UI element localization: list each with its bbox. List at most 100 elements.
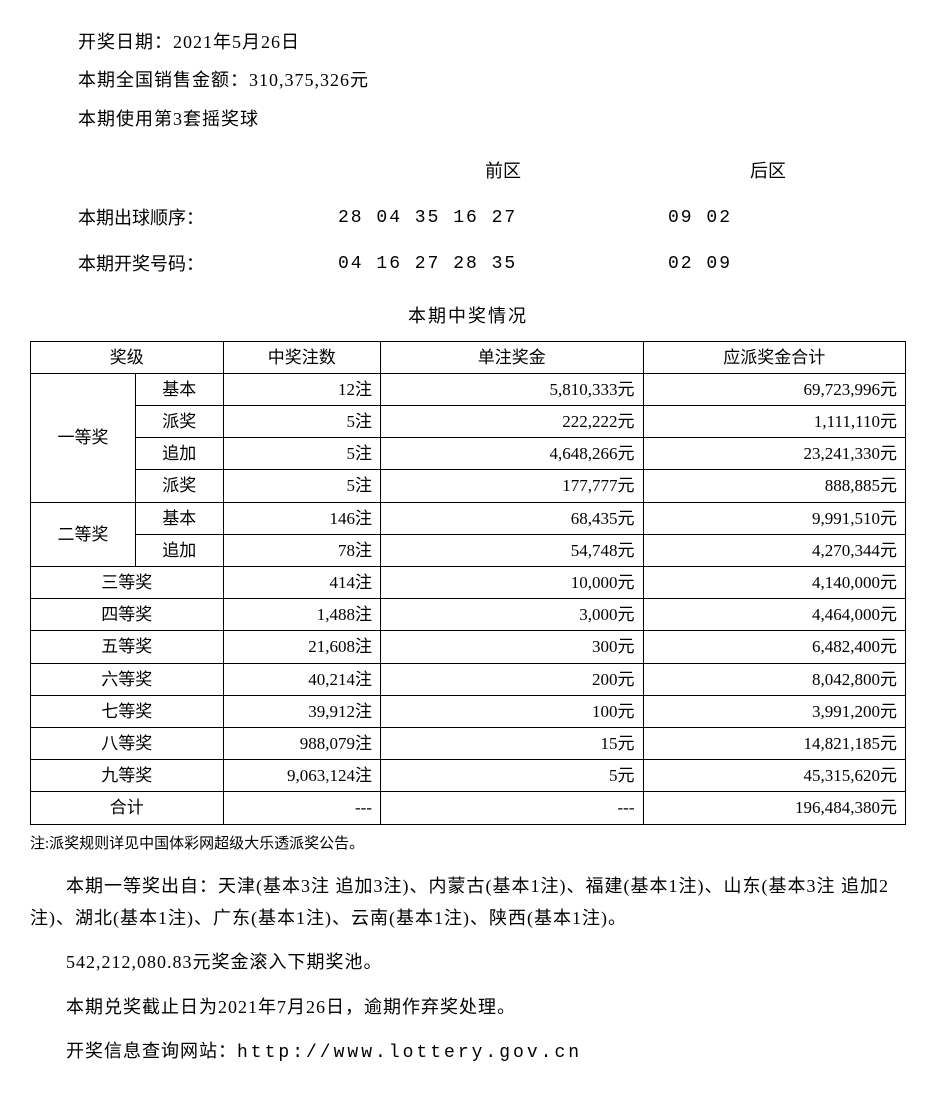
table-row: 二等奖基本146注68,435元9,991,510元 [31, 502, 906, 534]
front-area-header: 前区 [338, 155, 668, 187]
winning-label: 本期开奖号码： [78, 248, 338, 280]
numbers-grid: 前区 后区 本期出球顺序： 28 04 35 16 27 09 02 本期开奖号… [78, 155, 906, 280]
prize-per: 4,648,266元 [381, 438, 644, 470]
prize-total: 14,821,185元 [643, 727, 906, 759]
table-row: 四等奖1,488注3,000元4,464,000元 [31, 599, 906, 631]
prize-count: 1,488注 [223, 599, 381, 631]
back-area-header: 后区 [668, 155, 868, 187]
table-sum-row: 合计------196,484,380元 [31, 792, 906, 824]
prize-total: 23,241,330元 [643, 438, 906, 470]
prize-count: 21,608注 [223, 631, 381, 663]
prize-level: 五等奖 [31, 631, 224, 663]
rollover-paragraph: 542,212,080.83元奖金滚入下期奖池。 [30, 946, 906, 978]
ballset-line: 本期使用第3套摇奖球 [78, 103, 906, 135]
prize-total: 3,991,200元 [643, 695, 906, 727]
prize-per: 222,222元 [381, 406, 644, 438]
sum-total: 196,484,380元 [643, 792, 906, 824]
prize-level: 七等奖 [31, 695, 224, 727]
winners-paragraph: 本期一等奖出自：天津(基本3注 追加3注)、内蒙古(基本1注)、福建(基本1注)… [30, 870, 906, 935]
prize-total: 45,315,620元 [643, 760, 906, 792]
table-row: 追加78注54,748元4,270,344元 [31, 534, 906, 566]
prize-total: 8,042,800元 [643, 663, 906, 695]
table-row: 九等奖9,063,124注5元45,315,620元 [31, 760, 906, 792]
prize-sub: 基本 [136, 502, 224, 534]
col-count: 中奖注数 [223, 341, 381, 373]
prize-count: 988,079注 [223, 727, 381, 759]
sum-count: --- [223, 792, 381, 824]
prize-per: 15元 [381, 727, 644, 759]
winning-front: 04 16 27 28 35 [338, 248, 668, 280]
prize-total: 69,723,996元 [643, 373, 906, 405]
draw-date-label: 开奖日期： [78, 32, 173, 52]
prize-sub: 追加 [136, 438, 224, 470]
prize-count: 5注 [223, 470, 381, 502]
url-value: http://www.lottery.gov.cn [237, 1043, 582, 1063]
sum-per: --- [381, 792, 644, 824]
url-paragraph: 开奖信息查询网站：http://www.lottery.gov.cn [30, 1035, 906, 1069]
table-header-row: 奖级 中奖注数 单注奖金 应派奖金合计 [31, 341, 906, 373]
prize-total: 888,885元 [643, 470, 906, 502]
prize-count: 40,214注 [223, 663, 381, 695]
prize-count: 12注 [223, 373, 381, 405]
prize-level: 六等奖 [31, 663, 224, 695]
prize-per: 200元 [381, 663, 644, 695]
table-row: 六等奖40,214注200元8,042,800元 [31, 663, 906, 695]
winning-back: 02 09 [668, 248, 868, 280]
prize-count: 5注 [223, 406, 381, 438]
prize-per: 10,000元 [381, 567, 644, 599]
sales-line: 本期全国销售金额：310,375,326元 [78, 64, 906, 96]
prize-count: 414注 [223, 567, 381, 599]
prize-per: 54,748元 [381, 534, 644, 566]
prize-sub: 基本 [136, 373, 224, 405]
prize-sub: 追加 [136, 534, 224, 566]
prize-level: 三等奖 [31, 567, 224, 599]
url-label: 开奖信息查询网站： [66, 1041, 237, 1061]
table-row: 三等奖414注10,000元4,140,000元 [31, 567, 906, 599]
draw-date-line: 开奖日期：2021年5月26日 [78, 26, 906, 58]
table-row: 派奖5注222,222元1,111,110元 [31, 406, 906, 438]
prize-per: 68,435元 [381, 502, 644, 534]
prize-total: 4,464,000元 [643, 599, 906, 631]
deadline-paragraph: 本期兑奖截止日为2021年7月26日，逾期作弃奖处理。 [30, 991, 906, 1023]
draw-order-front: 28 04 35 16 27 [338, 202, 668, 234]
prize-count: 146注 [223, 502, 381, 534]
table-row: 追加5注4,648,266元23,241,330元 [31, 438, 906, 470]
col-level: 奖级 [31, 341, 224, 373]
table-row: 七等奖39,912注100元3,991,200元 [31, 695, 906, 727]
sum-label: 合计 [31, 792, 224, 824]
table-row: 一等奖基本12注5,810,333元69,723,996元 [31, 373, 906, 405]
prize-per: 100元 [381, 695, 644, 727]
prize-total: 1,111,110元 [643, 406, 906, 438]
col-total: 应派奖金合计 [643, 341, 906, 373]
prize-total: 9,991,510元 [643, 502, 906, 534]
sales-value: 310,375,326元 [249, 70, 369, 90]
table-row: 派奖5注177,777元888,885元 [31, 470, 906, 502]
draw-date-value: 2021年5月26日 [173, 32, 300, 52]
prize-sub: 派奖 [136, 406, 224, 438]
prize-per: 177,777元 [381, 470, 644, 502]
prize-level: 九等奖 [31, 760, 224, 792]
prize-total: 4,270,344元 [643, 534, 906, 566]
prize-per: 300元 [381, 631, 644, 663]
prize-total: 4,140,000元 [643, 567, 906, 599]
prize-count: 78注 [223, 534, 381, 566]
table-row: 八等奖988,079注15元14,821,185元 [31, 727, 906, 759]
prize-level: 八等奖 [31, 727, 224, 759]
prize-level: 四等奖 [31, 599, 224, 631]
prize-count: 39,912注 [223, 695, 381, 727]
prize-per: 5,810,333元 [381, 373, 644, 405]
prize-total: 6,482,400元 [643, 631, 906, 663]
prize-per: 3,000元 [381, 599, 644, 631]
draw-order-label: 本期出球顺序： [78, 202, 338, 234]
prize-table: 奖级 中奖注数 单注奖金 应派奖金合计 一等奖基本12注5,810,333元69… [30, 341, 906, 825]
table-row: 五等奖21,608注300元6,482,400元 [31, 631, 906, 663]
prize-sub: 派奖 [136, 470, 224, 502]
prize-per: 5元 [381, 760, 644, 792]
prize-level: 二等奖 [31, 502, 136, 566]
prize-count: 5注 [223, 438, 381, 470]
sales-label: 本期全国销售金额： [78, 70, 249, 90]
prize-count: 9,063,124注 [223, 760, 381, 792]
col-per: 单注奖金 [381, 341, 644, 373]
table-title: 本期中奖情况 [30, 300, 906, 332]
prize-level: 一等奖 [31, 373, 136, 502]
